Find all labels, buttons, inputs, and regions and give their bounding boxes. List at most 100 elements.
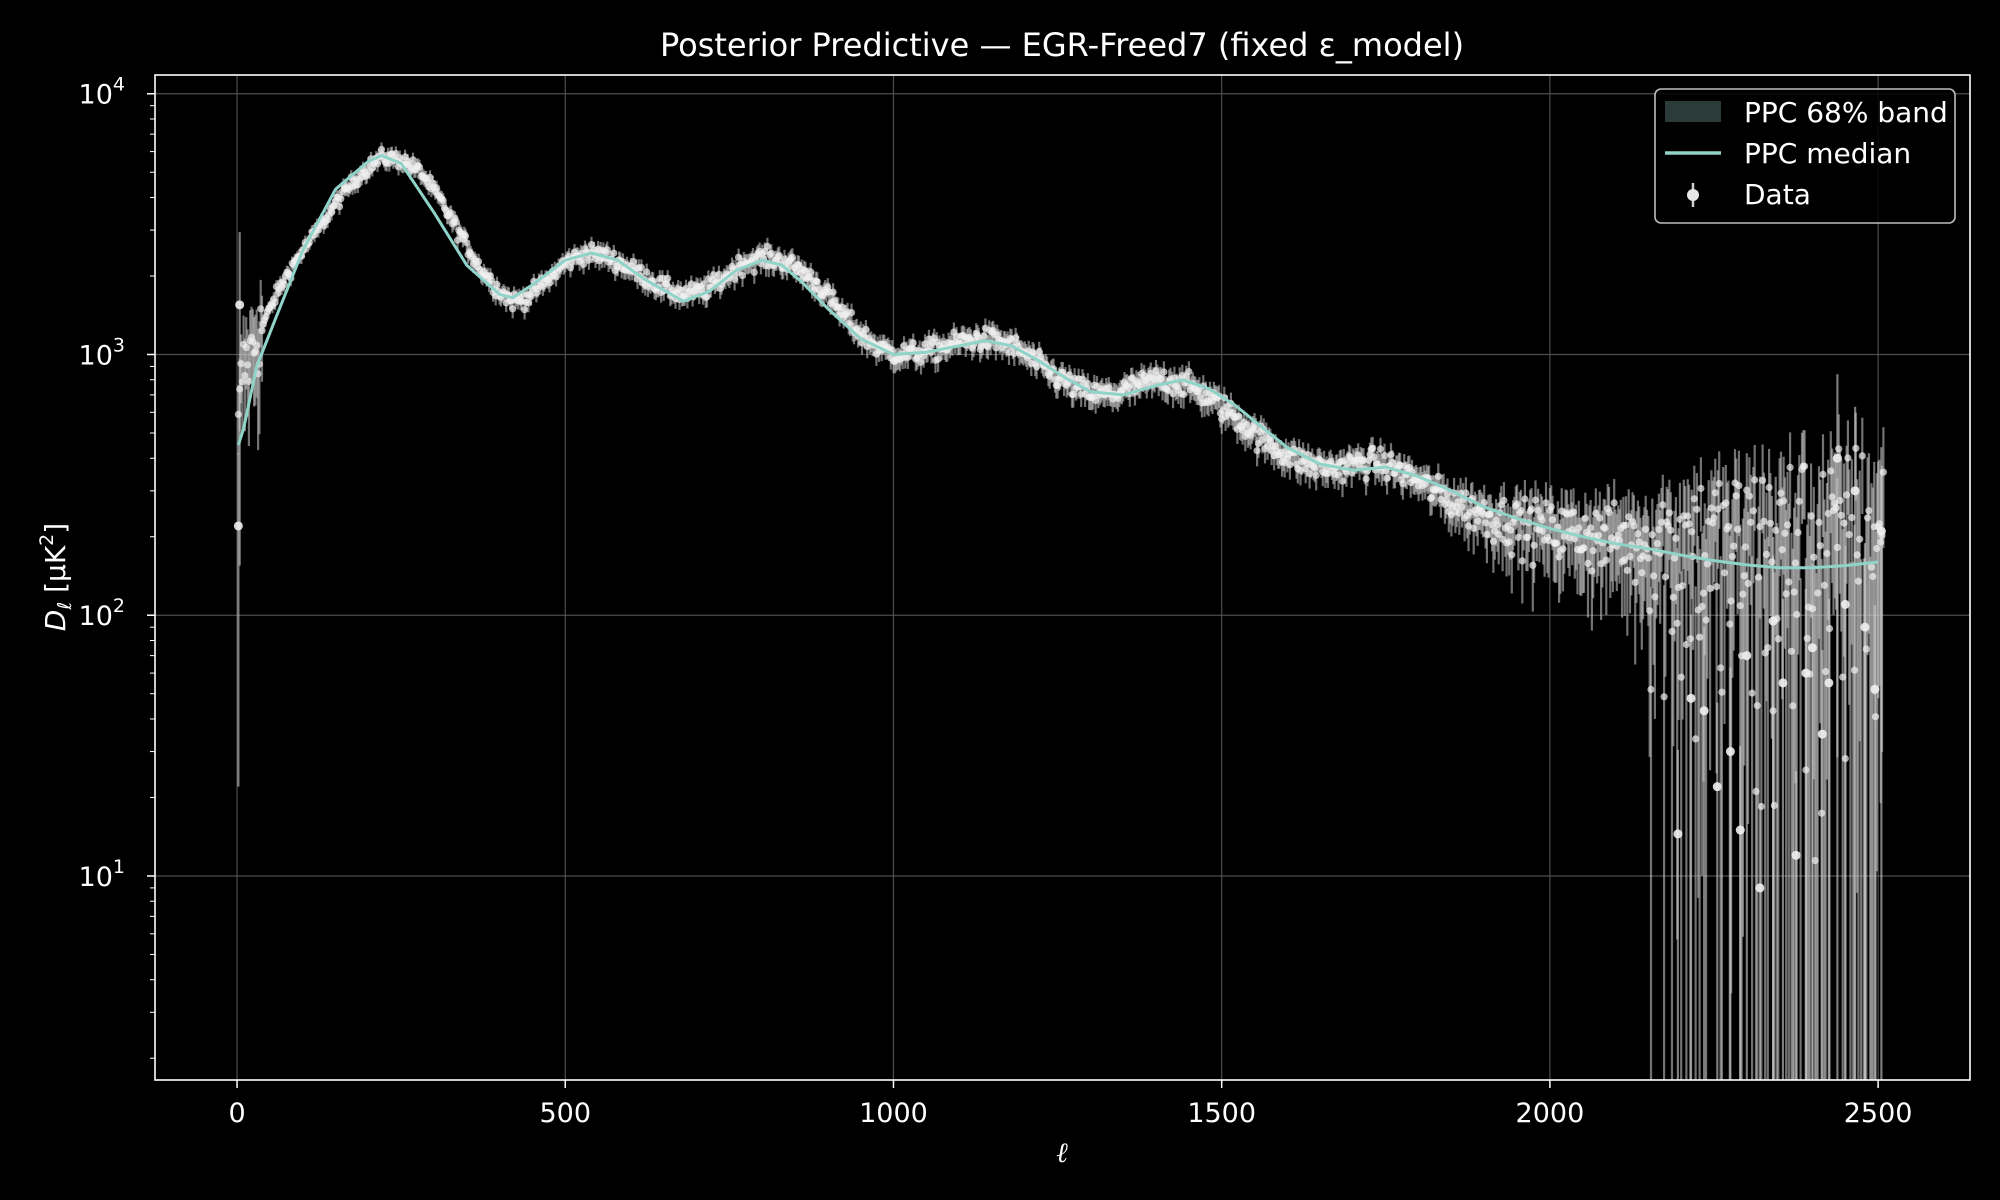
data-point	[1727, 597, 1735, 605]
data-point	[1306, 470, 1314, 478]
data-point	[335, 203, 344, 211]
data-point	[1264, 442, 1272, 450]
data-point	[1871, 713, 1880, 721]
data-point	[1539, 527, 1547, 535]
data-point	[1770, 801, 1778, 810]
data-point	[1703, 560, 1711, 568]
data-point	[337, 195, 345, 203]
data-point	[1631, 578, 1639, 587]
data-point	[1370, 453, 1378, 461]
data-point-outlier	[1870, 684, 1880, 694]
data-point	[527, 292, 535, 301]
data-point-outlier	[1801, 668, 1811, 678]
data-point	[1338, 477, 1347, 485]
data-point	[1793, 610, 1801, 619]
data-point	[238, 378, 246, 386]
data-point	[1818, 809, 1826, 817]
data-point	[1253, 447, 1261, 455]
y-axis-ticks: 101 102 103 104	[79, 74, 155, 1059]
data-point	[1547, 503, 1555, 511]
data-point	[1594, 531, 1603, 539]
data-point	[1170, 374, 1178, 382]
plot-frame	[154, 74, 1971, 1081]
data-point	[1650, 572, 1658, 580]
data-point	[1749, 507, 1757, 515]
data-point	[1035, 347, 1043, 356]
data-point	[1715, 480, 1723, 488]
data-point	[1710, 514, 1718, 522]
data-point	[475, 257, 483, 266]
data-point	[244, 361, 252, 369]
data-point	[1602, 556, 1610, 564]
data-point	[1673, 619, 1681, 627]
data-point	[524, 299, 533, 307]
data-point	[1455, 509, 1463, 517]
y-tick-label: 103	[79, 334, 125, 371]
data-point	[1383, 474, 1391, 482]
data-point	[664, 274, 672, 282]
data-point	[1359, 456, 1368, 464]
data-point	[1534, 506, 1542, 514]
data-point	[1837, 511, 1845, 519]
data-point	[1791, 559, 1799, 567]
data-point	[1033, 363, 1041, 371]
data-point	[1789, 702, 1797, 710]
data-point	[1302, 465, 1310, 473]
data-point	[1580, 544, 1588, 552]
data-point	[1840, 519, 1848, 527]
data-point	[1517, 507, 1525, 515]
data-point	[552, 273, 560, 281]
data-point	[587, 241, 596, 249]
data-point	[1778, 546, 1786, 554]
data-point	[1756, 523, 1764, 531]
data-point	[838, 303, 846, 311]
data-point	[1741, 543, 1750, 551]
data-point	[439, 196, 447, 205]
data-point	[1610, 499, 1618, 507]
data-point	[1684, 512, 1692, 520]
data-point	[1344, 460, 1352, 468]
data-point-outlier	[1876, 526, 1886, 536]
data-point	[509, 305, 517, 313]
data-point-outlier	[1712, 782, 1722, 792]
data-point	[1434, 472, 1442, 480]
data-point	[1665, 509, 1673, 517]
data-point	[1706, 584, 1714, 593]
data-point	[1387, 451, 1395, 459]
data-point	[1755, 573, 1763, 581]
data-point	[1862, 645, 1870, 653]
data-point	[1474, 517, 1482, 525]
data-point	[1759, 476, 1767, 484]
data-point	[830, 297, 839, 305]
data-point	[1720, 569, 1729, 577]
data-point-outlier	[1860, 622, 1870, 632]
data-point	[1286, 461, 1294, 469]
data-point	[1524, 533, 1532, 542]
y-tick-label: 101	[79, 856, 125, 893]
data-point	[700, 280, 709, 288]
data-point	[1810, 553, 1818, 561]
data-point-outlier	[1768, 616, 1778, 626]
data-point	[241, 372, 249, 380]
data-point-outlier	[1824, 678, 1834, 688]
data-point	[1589, 547, 1597, 555]
data-point	[257, 305, 265, 313]
data-point	[1587, 524, 1595, 532]
data-point	[1597, 560, 1605, 568]
data-point	[1808, 605, 1817, 613]
data-point	[1748, 689, 1756, 697]
data-point	[862, 325, 870, 333]
data-point	[1772, 526, 1780, 534]
data-point	[1638, 569, 1646, 577]
data-point	[807, 268, 815, 276]
data-point	[1765, 483, 1773, 492]
data-point	[1668, 627, 1676, 636]
data-point	[775, 252, 783, 260]
data-point	[1399, 480, 1407, 488]
data-point	[1012, 334, 1020, 342]
data-point	[1365, 456, 1373, 464]
data-point	[1531, 496, 1540, 504]
data-point	[1835, 445, 1843, 453]
data-point	[1766, 519, 1774, 527]
data-point	[463, 239, 471, 247]
